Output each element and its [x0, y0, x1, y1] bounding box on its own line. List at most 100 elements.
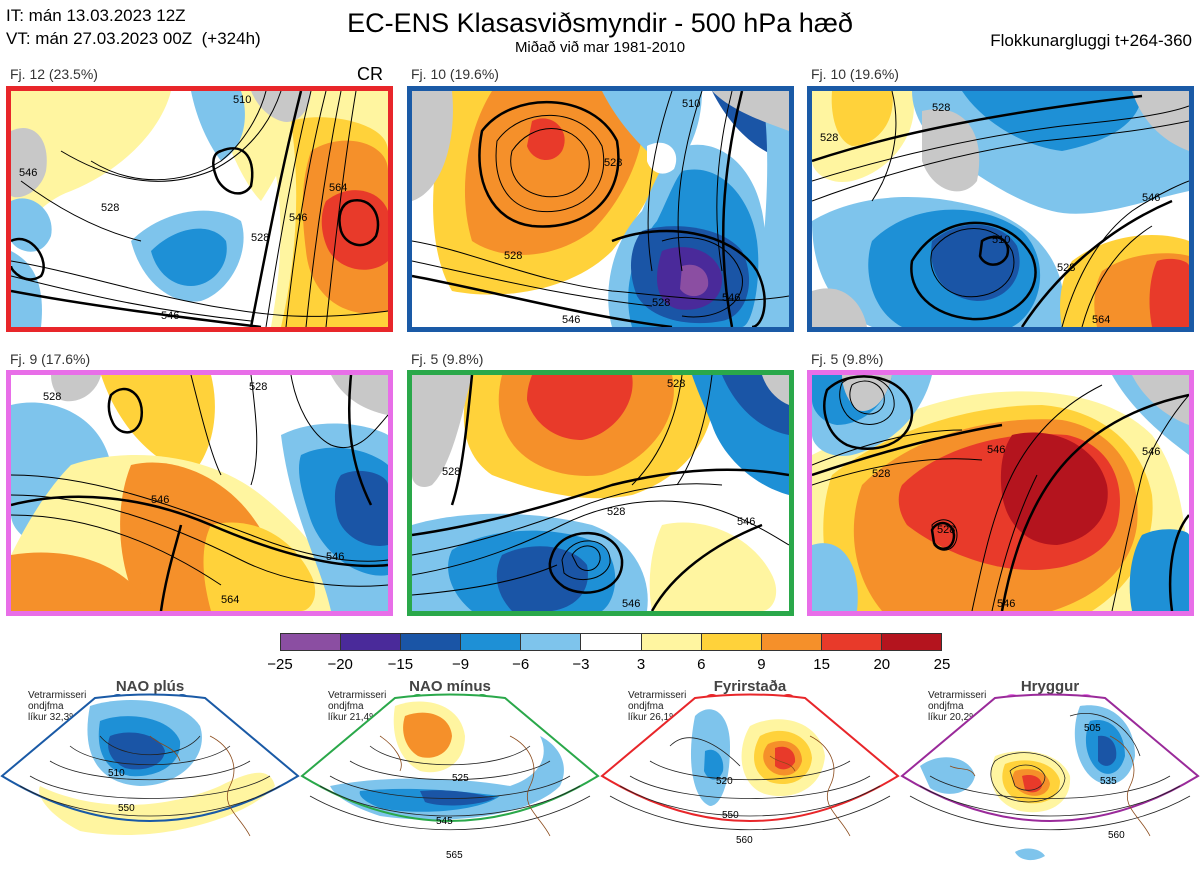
regime-probability: Vetrarmisseri ondjfma líkur 20,2% — [928, 690, 987, 723]
contour-label: 546 — [19, 167, 37, 179]
cluster-map-6: 546 528 528 546 546 — [807, 370, 1194, 616]
regime-name: NAO mínus — [409, 678, 491, 695]
legend-tick-label: −9 — [451, 656, 470, 673]
legend-swatch — [461, 634, 522, 650]
contour-label: 528 — [667, 378, 685, 390]
cluster-map-4: 528 546 546 564 528 — [6, 370, 393, 616]
legend-swatch — [401, 634, 462, 650]
legend-swatch — [701, 634, 762, 650]
contour-label: 546 — [722, 292, 740, 304]
anomaly-color-legend — [280, 633, 942, 651]
regime-nao-minus: NAO mínus Vetrarmisseri ondjfma líkur 21… — [300, 676, 600, 871]
legend-swatch — [521, 634, 582, 650]
contour-label: 528 — [652, 297, 670, 309]
legend-swatch — [761, 634, 822, 650]
legend-tick-label: −20 — [327, 656, 353, 673]
contour-label: 535 — [1100, 776, 1117, 787]
cluster-window: Flokkunargluggi t+264-360 — [990, 31, 1192, 50]
contour-label: 546 — [1142, 446, 1160, 458]
legend-swatch — [581, 634, 642, 650]
cluster-label-3: Fj. 10 (19.6%) — [811, 66, 899, 82]
contour-label: 528 — [249, 381, 267, 393]
contour-label: 528 — [442, 466, 460, 478]
contour-label: 546 — [326, 551, 344, 563]
cluster-map-5: 528 528 546 546 528 — [407, 370, 794, 616]
legend-swatch — [881, 634, 942, 650]
contour-label: 550 — [722, 810, 739, 821]
legend-tick-label: 3 — [636, 656, 646, 673]
page-title: EC-ENS Klasasviðsmyndir - 500 hPa hæð — [347, 8, 853, 38]
contour-label: 528 — [604, 157, 622, 169]
legend-tick-label: 25 — [933, 656, 951, 673]
contour-label: 564 — [1092, 314, 1110, 326]
regime-name: Fyrirstaða — [713, 678, 787, 695]
cluster-map-3: 528 510 546 528 564 528 — [807, 86, 1194, 332]
contour-label: 528 — [607, 506, 625, 518]
contour-label: 528 — [932, 102, 950, 114]
contour-label: 510 — [992, 234, 1010, 246]
regime-name: NAO plús — [115, 678, 185, 695]
contour-label: 528 — [1057, 262, 1075, 274]
contour-label: 546 — [987, 444, 1005, 456]
contour-label: 510 — [682, 98, 700, 110]
legend-tick-label: 6 — [697, 656, 706, 673]
contour-label: 510 — [108, 768, 125, 779]
contour-label: 560 — [1108, 830, 1125, 841]
contour-label: 510 — [233, 94, 251, 106]
legend-swatch — [641, 634, 702, 650]
contour-label: 528 — [504, 250, 522, 262]
legend-tick-label: 15 — [813, 656, 830, 673]
cluster-label-1: Fj. 12 (23.5%) — [10, 66, 98, 82]
legend-tick-label: −3 — [572, 656, 590, 673]
contour-label: 528 — [101, 202, 119, 214]
contour-label: 528 — [251, 232, 269, 244]
legend-swatch — [821, 634, 882, 650]
contour-label: 565 — [446, 850, 463, 861]
legend-swatch — [341, 634, 402, 650]
valid-time: VT: mán 27.03.2023 00Z (+324h) — [6, 29, 261, 48]
contour-label: 564 — [329, 182, 347, 194]
legend-tick-label: −15 — [387, 656, 414, 673]
regime-nao-plus: NAO plús Vetrarmisseri ondjfma líkur 32,… — [0, 676, 300, 871]
contour-label: 528 — [820, 132, 838, 144]
contour-label: 546 — [161, 310, 179, 322]
regime-name: Hryggur — [1020, 678, 1080, 695]
cluster-label-2: Fj. 10 (19.6%) — [411, 66, 499, 82]
contour-label: 546 — [562, 314, 580, 326]
cluster-map-2: 510 528 528 546 528 546 — [407, 86, 794, 332]
contour-label: 560 — [736, 835, 753, 846]
header-info: IT: mán 13.03.2023 12Z VT: mán 27.03.202… — [6, 4, 261, 50]
legend-tick-label: −25 — [267, 656, 293, 673]
contour-label: 546 — [622, 598, 640, 610]
cluster-label-6: Fj. 5 (9.8%) — [811, 351, 884, 367]
contour-label: 505 — [1084, 723, 1101, 734]
contour-label: 546 — [997, 598, 1015, 610]
cluster-map-1: 546 528 510 564 546 528 546 — [6, 86, 393, 332]
regime-probability: Vetrarmisseri ondjfma líkur 21,4% — [328, 690, 387, 723]
regime-probability: Vetrarmisseri ondjfma líkur 32,3% — [28, 690, 87, 723]
initial-time: IT: mán 13.03.2023 12Z — [6, 6, 186, 25]
contour-label: 546 — [1142, 192, 1160, 204]
contour-label: 546 — [151, 494, 169, 506]
page-subtitle: Miðað við mar 1981-2010 — [514, 39, 686, 56]
legend-tick-label: 20 — [873, 656, 891, 673]
contour-label: 528 — [43, 391, 61, 403]
regime-blocking: Fyrirstaða Vetrarmisseri ondjfma líkur 2… — [600, 676, 900, 871]
contour-label: 545 — [436, 816, 453, 827]
regime-ridge: Hryggur Vetrarmisseri ondjfma líkur 20,2… — [900, 676, 1200, 871]
legend-tick-label: −6 — [512, 656, 530, 673]
contour-label: 528 — [872, 468, 890, 480]
contour-label: 525 — [452, 773, 469, 784]
contour-label: 546 — [737, 516, 755, 528]
legend-tick-label: 9 — [757, 656, 766, 673]
legend-swatch — [281, 634, 342, 650]
contour-label: 528 — [937, 524, 955, 536]
regime-probability: Vetrarmisseri ondjfma líkur 26,1% — [628, 690, 687, 723]
contour-label: 520 — [716, 776, 733, 787]
cluster-tag-cr: CR — [357, 64, 383, 84]
cluster-label-5: Fj. 5 (9.8%) — [411, 351, 484, 367]
contour-label: 546 — [289, 212, 307, 224]
contour-label: 564 — [221, 594, 239, 606]
contour-label: 550 — [118, 803, 135, 814]
cluster-label-4: Fj. 9 (17.6%) — [10, 351, 91, 367]
